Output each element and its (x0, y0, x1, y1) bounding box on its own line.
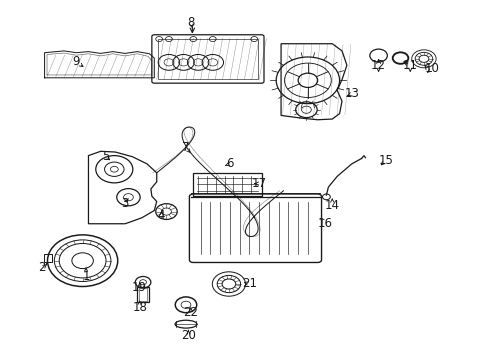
Text: 2: 2 (39, 261, 46, 274)
Text: 17: 17 (251, 177, 266, 190)
Text: 7: 7 (182, 141, 189, 154)
Text: 12: 12 (370, 59, 386, 72)
Text: 3: 3 (121, 197, 128, 210)
Text: 1: 1 (82, 270, 90, 283)
Text: 6: 6 (225, 157, 233, 170)
Text: 21: 21 (242, 278, 256, 291)
Bar (193, 173, 261, 196)
Text: 20: 20 (181, 329, 196, 342)
Text: 9: 9 (72, 55, 80, 68)
Text: 5: 5 (102, 150, 109, 163)
Text: 19: 19 (132, 281, 147, 294)
Text: 22: 22 (183, 306, 198, 319)
Bar (43, 254, 52, 262)
Text: 18: 18 (132, 301, 147, 314)
Text: 13: 13 (344, 87, 359, 100)
Text: 14: 14 (324, 199, 339, 212)
Text: 11: 11 (402, 59, 417, 72)
Bar (139, 288, 147, 301)
Bar (137, 287, 149, 302)
Text: 10: 10 (424, 62, 439, 75)
Text: 8: 8 (187, 16, 194, 29)
Text: 15: 15 (378, 154, 392, 167)
Text: 4: 4 (158, 210, 165, 222)
Text: 16: 16 (317, 216, 332, 230)
Bar (158, 40, 257, 78)
